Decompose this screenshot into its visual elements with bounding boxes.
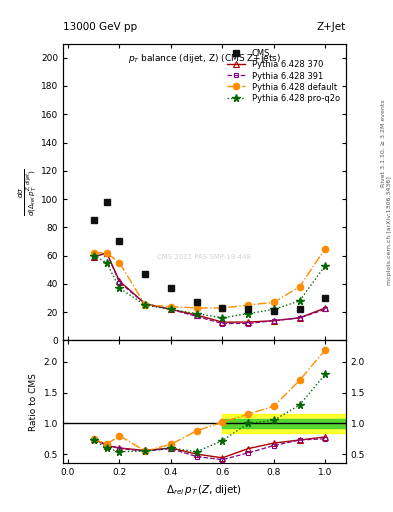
- Pythia 6.428 default: [323, 245, 328, 251]
- CMS: [272, 308, 276, 314]
- Pythia 6.428 pro-q2o: [92, 252, 96, 259]
- Legend: CMS, Pythia 6.428 370, Pythia 6.428 391, Pythia 6.428 default, Pythia 6.428 pro-: CMS, Pythia 6.428 370, Pythia 6.428 391,…: [224, 46, 343, 106]
- CMS: [143, 271, 147, 277]
- Pythia 6.428 370: [194, 312, 199, 318]
- Line: Pythia 6.428 pro-q2o: Pythia 6.428 pro-q2o: [90, 252, 329, 322]
- Pythia 6.428 391: [246, 321, 250, 327]
- CMS: [92, 217, 96, 223]
- Pythia 6.428 391: [169, 306, 173, 312]
- CMS: [246, 306, 250, 312]
- Text: Rivet 3.1.10, ≥ 3.2M events: Rivet 3.1.10, ≥ 3.2M events: [381, 99, 386, 187]
- Pythia 6.428 391: [194, 313, 199, 319]
- Pythia 6.428 370: [272, 317, 276, 324]
- Text: mcplots.cern.ch [arXiv:1306.3436]: mcplots.cern.ch [arXiv:1306.3436]: [387, 176, 391, 285]
- Pythia 6.428 391: [297, 315, 302, 321]
- Pythia 6.428 pro-q2o: [104, 260, 109, 266]
- Text: 13000 GeV pp: 13000 GeV pp: [63, 22, 137, 32]
- Pythia 6.428 pro-q2o: [323, 263, 328, 269]
- Pythia 6.428 default: [117, 260, 122, 266]
- Pythia 6.428 pro-q2o: [297, 298, 302, 304]
- Pythia 6.428 391: [143, 301, 147, 307]
- CMS: [169, 285, 173, 291]
- Pythia 6.428 pro-q2o: [117, 285, 122, 291]
- CMS: [104, 199, 109, 205]
- Text: Z+Jet: Z+Jet: [317, 22, 346, 32]
- Line: Pythia 6.428 391: Pythia 6.428 391: [91, 250, 328, 326]
- Pythia 6.428 pro-q2o: [246, 311, 250, 317]
- Pythia 6.428 default: [92, 250, 96, 256]
- Pythia 6.428 370: [220, 319, 225, 325]
- Text: $p_T$ balance (dijet, Z) (CMS Z+jets): $p_T$ balance (dijet, Z) (CMS Z+jets): [128, 52, 281, 66]
- CMS: [117, 239, 122, 245]
- Pythia 6.428 default: [104, 250, 109, 256]
- Pythia 6.428 default: [143, 302, 147, 308]
- CMS: [297, 306, 302, 312]
- CMS: [323, 295, 328, 301]
- Pythia 6.428 pro-q2o: [220, 315, 225, 321]
- Pythia 6.428 pro-q2o: [272, 306, 276, 312]
- Pythia 6.428 391: [92, 254, 96, 260]
- Pythia 6.428 default: [194, 305, 199, 311]
- Pythia 6.428 391: [220, 321, 225, 327]
- Pythia 6.428 370: [92, 254, 96, 260]
- Pythia 6.428 pro-q2o: [143, 302, 147, 308]
- Pythia 6.428 370: [297, 315, 302, 321]
- Pythia 6.428 370: [104, 250, 109, 256]
- CMS: [220, 305, 225, 311]
- Pythia 6.428 370: [117, 278, 122, 284]
- Pythia 6.428 default: [246, 302, 250, 308]
- Pythia 6.428 391: [104, 250, 109, 256]
- Y-axis label: Ratio to CMS: Ratio to CMS: [29, 373, 38, 431]
- Pythia 6.428 default: [220, 305, 225, 311]
- Line: Pythia 6.428 default: Pythia 6.428 default: [91, 245, 329, 311]
- Pythia 6.428 370: [169, 306, 173, 312]
- Pythia 6.428 370: [323, 305, 328, 311]
- Pythia 6.428 pro-q2o: [169, 306, 173, 312]
- Line: Pythia 6.428 370: Pythia 6.428 370: [91, 250, 328, 325]
- Bar: [222, 414, 346, 433]
- Pythia 6.428 default: [169, 304, 173, 310]
- Line: CMS: CMS: [91, 199, 329, 314]
- Pythia 6.428 370: [143, 301, 147, 307]
- Pythia 6.428 391: [323, 306, 328, 312]
- Pythia 6.428 pro-q2o: [194, 311, 199, 317]
- Pythia 6.428 391: [117, 280, 122, 286]
- Pythia 6.428 default: [272, 299, 276, 305]
- Pythia 6.428 391: [272, 317, 276, 324]
- Text: CMS 2021 PAS SMP-19-448: CMS 2021 PAS SMP-19-448: [157, 254, 252, 260]
- CMS: [194, 299, 199, 305]
- Pythia 6.428 370: [246, 319, 250, 325]
- X-axis label: $\Delta_{rel}\,p_T\,(Z,\mathrm{dijet})$: $\Delta_{rel}\,p_T\,(Z,\mathrm{dijet})$: [166, 483, 242, 497]
- Y-axis label: $\frac{d\sigma}{d(\Delta_{rel}\,p_T^{Z,dijet})}$: $\frac{d\sigma}{d(\Delta_{rel}\,p_T^{Z,d…: [17, 168, 39, 216]
- Pythia 6.428 default: [297, 284, 302, 290]
- Bar: [222, 419, 346, 428]
